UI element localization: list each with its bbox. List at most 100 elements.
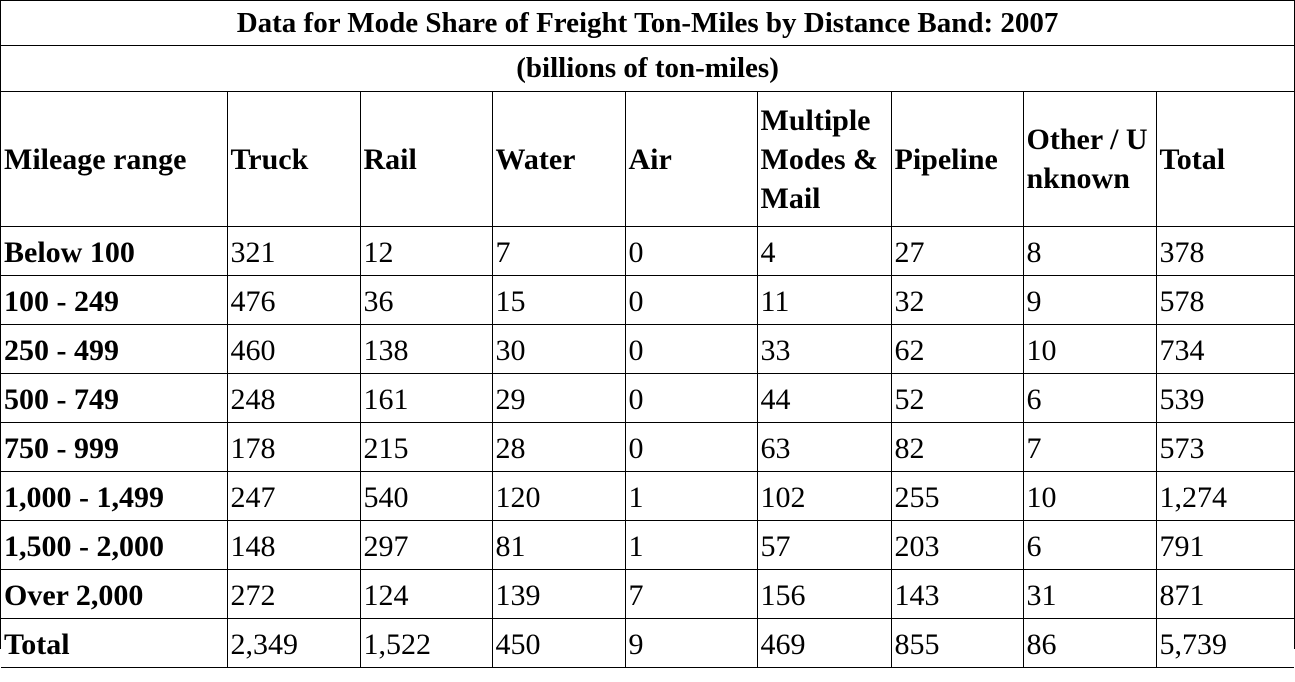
row-label: 750 - 999 xyxy=(1,423,227,472)
table-cell: 0 xyxy=(625,325,757,374)
table-cell: 148 xyxy=(227,521,360,570)
row-label: 250 - 499 xyxy=(1,325,227,374)
table-cell: 578 xyxy=(1156,276,1294,325)
table-cell: 156 xyxy=(757,570,891,619)
table-cell: 8 xyxy=(1023,227,1156,276)
row-label: Over 2,000 xyxy=(1,570,227,619)
table-cell: 33 xyxy=(757,325,891,374)
table-cell: 143 xyxy=(891,570,1023,619)
table-cell: 272 xyxy=(227,570,360,619)
row-label: 1,000 - 1,499 xyxy=(1,472,227,521)
table-cell: 476 xyxy=(227,276,360,325)
table-cell: 52 xyxy=(891,374,1023,423)
title-row: Data for Mode Share of Freight Ton-Miles… xyxy=(1,1,1294,46)
table-cell: 0 xyxy=(625,227,757,276)
table-cell: 469 xyxy=(757,619,891,668)
table-cell: 29 xyxy=(492,374,625,423)
column-header: Mileage range xyxy=(1,92,227,227)
table-cell: 248 xyxy=(227,374,360,423)
row-label: 100 - 249 xyxy=(1,276,227,325)
table-cell: 378 xyxy=(1156,227,1294,276)
table-cell: 1,274 xyxy=(1156,472,1294,521)
table-cell: 12 xyxy=(360,227,492,276)
table-frame: Data for Mode Share of Freight Ton-Miles… xyxy=(0,0,1295,649)
table-cell: 36 xyxy=(360,276,492,325)
column-header: Other / Unknown xyxy=(1023,92,1156,227)
column-header: Pipeline xyxy=(891,92,1023,227)
table-cell: 86 xyxy=(1023,619,1156,668)
table-cell: 7 xyxy=(1023,423,1156,472)
table-cell: 28 xyxy=(492,423,625,472)
table-cell: 1,522 xyxy=(360,619,492,668)
table-cell: 138 xyxy=(360,325,492,374)
row-label: 500 - 749 xyxy=(1,374,227,423)
table-cell: 7 xyxy=(492,227,625,276)
table-cell: 573 xyxy=(1156,423,1294,472)
table-cell: 139 xyxy=(492,570,625,619)
table-cell: 178 xyxy=(227,423,360,472)
table-cell: 30 xyxy=(492,325,625,374)
table-cell: 102 xyxy=(757,472,891,521)
table-cell: 15 xyxy=(492,276,625,325)
table-cell: 6 xyxy=(1023,521,1156,570)
table-cell: 6 xyxy=(1023,374,1156,423)
column-header: Rail xyxy=(360,92,492,227)
table-cell: 540 xyxy=(360,472,492,521)
column-header: Water xyxy=(492,92,625,227)
table-cell: 215 xyxy=(360,423,492,472)
table-cell: 11 xyxy=(757,276,891,325)
table-cell: 9 xyxy=(1023,276,1156,325)
table-cell: 539 xyxy=(1156,374,1294,423)
table-cell: 203 xyxy=(891,521,1023,570)
table-cell: 297 xyxy=(360,521,492,570)
table-cell: 791 xyxy=(1156,521,1294,570)
table-cell: 9 xyxy=(625,619,757,668)
table-cell: 7 xyxy=(625,570,757,619)
table-cell: 460 xyxy=(227,325,360,374)
table-cell: 10 xyxy=(1023,325,1156,374)
table-cell: 2,349 xyxy=(227,619,360,668)
table-footer-spacer xyxy=(1,668,1294,682)
table-cell: 62 xyxy=(891,325,1023,374)
table-cell: 0 xyxy=(625,276,757,325)
column-header: Total xyxy=(1156,92,1294,227)
table-cell: 871 xyxy=(1156,570,1294,619)
footer-cell xyxy=(1,668,1294,682)
table-cell: 27 xyxy=(891,227,1023,276)
column-header: Multiple Modes & Mail xyxy=(757,92,891,227)
row-label: 1,500 - 2,000 xyxy=(1,521,227,570)
column-header: Air xyxy=(625,92,757,227)
table-cell: 855 xyxy=(891,619,1023,668)
table-cell: 124 xyxy=(360,570,492,619)
table-cell: 450 xyxy=(492,619,625,668)
table-cell: 82 xyxy=(891,423,1023,472)
table-cell: 57 xyxy=(757,521,891,570)
table-cell: 120 xyxy=(492,472,625,521)
table-cell: 0 xyxy=(625,374,757,423)
table-cell: 10 xyxy=(1023,472,1156,521)
table-cell: 0 xyxy=(625,423,757,472)
table-cell: 44 xyxy=(757,374,891,423)
table-subtitle: (billions of ton-miles) xyxy=(1,46,1294,92)
table-cell: 4 xyxy=(757,227,891,276)
table-cell: 255 xyxy=(891,472,1023,521)
table-cell: 31 xyxy=(1023,570,1156,619)
table-cell: 5,739 xyxy=(1156,619,1294,668)
table-title: Data for Mode Share of Freight Ton-Miles… xyxy=(1,1,1294,46)
table-cell: 81 xyxy=(492,521,625,570)
table-cell: 734 xyxy=(1156,325,1294,374)
table-cell: 63 xyxy=(757,423,891,472)
column-header: Truck xyxy=(227,92,360,227)
row-label: Total xyxy=(1,619,227,668)
